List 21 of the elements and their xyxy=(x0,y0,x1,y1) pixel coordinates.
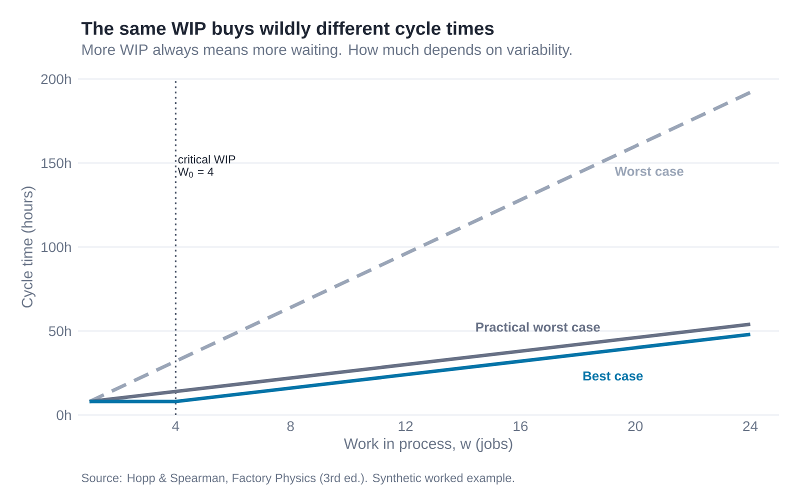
x-tick-label: 16 xyxy=(514,421,528,432)
series-label: Worst case xyxy=(614,166,684,176)
chart-title: The same WIP buys wildly different cycle times xyxy=(81,21,494,39)
y-axis-title: Cycle time (hours) xyxy=(21,186,36,308)
source-note: Source: Hopp & Spearman, Factory Physics (3rd ed.). Synthetic worked example. xyxy=(82,473,514,485)
series-label: Best case xyxy=(583,371,643,381)
x-tick-label: 4 xyxy=(172,421,180,431)
x-axis-title: Work in process, w (jobs) xyxy=(344,438,512,452)
y-tick-label: 200h xyxy=(41,74,71,84)
annotation: W$_{0}$ = 4 xyxy=(178,168,214,178)
y-tick-label: 50h xyxy=(48,326,71,336)
series-label: Practical worst case xyxy=(476,322,600,332)
x-tick-label: 8 xyxy=(287,421,294,432)
y-tick-label: 0h xyxy=(56,410,71,420)
chart-subtitle: More WIP always means more waiting. How much depends on variability. xyxy=(82,44,572,58)
x-tick-label: 24 xyxy=(743,421,758,432)
y-tick-label: 100h xyxy=(42,242,71,252)
y-tick-label: 150h xyxy=(42,158,71,168)
x-tick-label: 12 xyxy=(398,421,413,432)
ref-line-label: critical WIP xyxy=(178,155,236,164)
x-tick-label: 20 xyxy=(628,421,643,432)
